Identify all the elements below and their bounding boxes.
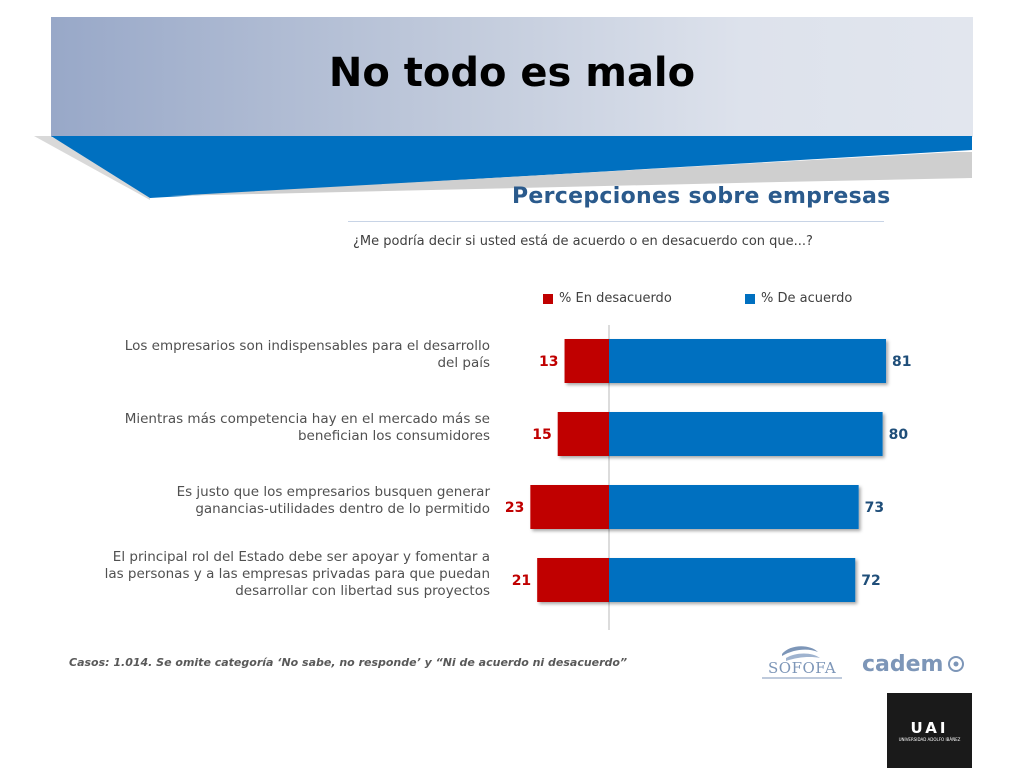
bar-agree: [609, 339, 887, 383]
bar-disagree: [564, 339, 609, 383]
header-swoosh: [34, 136, 972, 200]
bar-disagree: [530, 485, 609, 529]
legend-swatch-disagree: [543, 293, 553, 304]
legend-label-agree: % De acuerdo: [761, 291, 853, 306]
chart-subtitle: ¿Me podría decir si usted está de acuerd…: [353, 234, 813, 249]
footnote: Casos: 1.014. Se omite categoría ‘No sab…: [69, 656, 628, 669]
category-label-line: del país: [437, 355, 490, 371]
chart-title: Percepciones sobre empresas: [512, 184, 891, 209]
swoosh-gray-left: [34, 136, 150, 200]
bar-disagree: [557, 412, 609, 456]
bar-chart: 13 81 15 80 23 73 21 72: [505, 325, 912, 630]
category-label-line: El principal rol del Estado debe ser apo…: [112, 548, 490, 565]
sofofa-logo-text: SOFOFA: [768, 659, 837, 677]
uai-logo: UAI UNIVERSIDAD ADOLFO IBÁÑEZ: [887, 693, 972, 768]
data-label-disagree: 13: [539, 354, 558, 370]
category-label-line: Mientras más competencia hay en el merca…: [124, 411, 490, 427]
swoosh-blue: [51, 136, 972, 198]
data-label-agree: 80: [889, 427, 909, 443]
category-label-line: benefician los consumidores: [297, 428, 490, 444]
legend-swatch-agree: [745, 293, 755, 304]
legend-item-disagree: % En desacuerdo: [543, 291, 672, 306]
legend-label-disagree: % En desacuerdo: [559, 291, 672, 306]
uai-logo-subtext: UNIVERSIDAD ADOLFO IBÁÑEZ: [898, 737, 961, 742]
bar-disagree: [537, 558, 609, 602]
bar-agree: [609, 412, 883, 456]
bars-layer: 13 81 15 80 23 73 21 72: [505, 339, 912, 602]
data-label-agree: 72: [861, 573, 880, 589]
legend-item-agree: % De acuerdo: [745, 291, 852, 306]
category-label: Mientras más competencia hay en el merca…: [60, 411, 490, 445]
category-label: Es justo que los empresarios busquen gen…: [60, 484, 490, 518]
chart-title-rule: [348, 221, 884, 222]
data-label-agree: 81: [892, 354, 911, 370]
cadem-logo: cadem: [862, 652, 944, 677]
category-label: El principal rol del Estado debe ser apo…: [60, 549, 490, 600]
slide-title: No todo es malo: [328, 50, 696, 96]
header-band: [51, 17, 973, 137]
bar-agree: [609, 485, 859, 529]
bar-group: [557, 412, 883, 456]
data-label-disagree: 15: [532, 427, 551, 443]
cadem-logo-icon: [948, 656, 964, 672]
bar-group: [530, 485, 859, 529]
category-label: Los empresarios son indispensables para …: [60, 338, 490, 372]
uai-logo-text: UAI: [910, 719, 949, 737]
category-label-line: Los empresarios son indispensables para …: [124, 338, 490, 354]
data-label-agree: 73: [865, 500, 884, 516]
bar-group: [564, 339, 887, 383]
sofofa-logo-icon: [762, 646, 842, 679]
data-label-disagree: 21: [512, 573, 531, 589]
bar-agree: [609, 558, 856, 602]
category-label-line: Es justo que los empresarios busquen gen…: [176, 484, 490, 500]
category-label-line: las personas y a las empresas privadas p…: [104, 565, 490, 582]
data-label-disagree: 23: [505, 500, 524, 516]
swoosh-gray-right: [170, 152, 972, 196]
bar-group: [537, 558, 856, 602]
category-label-line: desarrollar con libertad sus proyectos: [235, 582, 490, 599]
category-label-line: ganancias-utilidades dentro de lo permit…: [195, 501, 490, 517]
